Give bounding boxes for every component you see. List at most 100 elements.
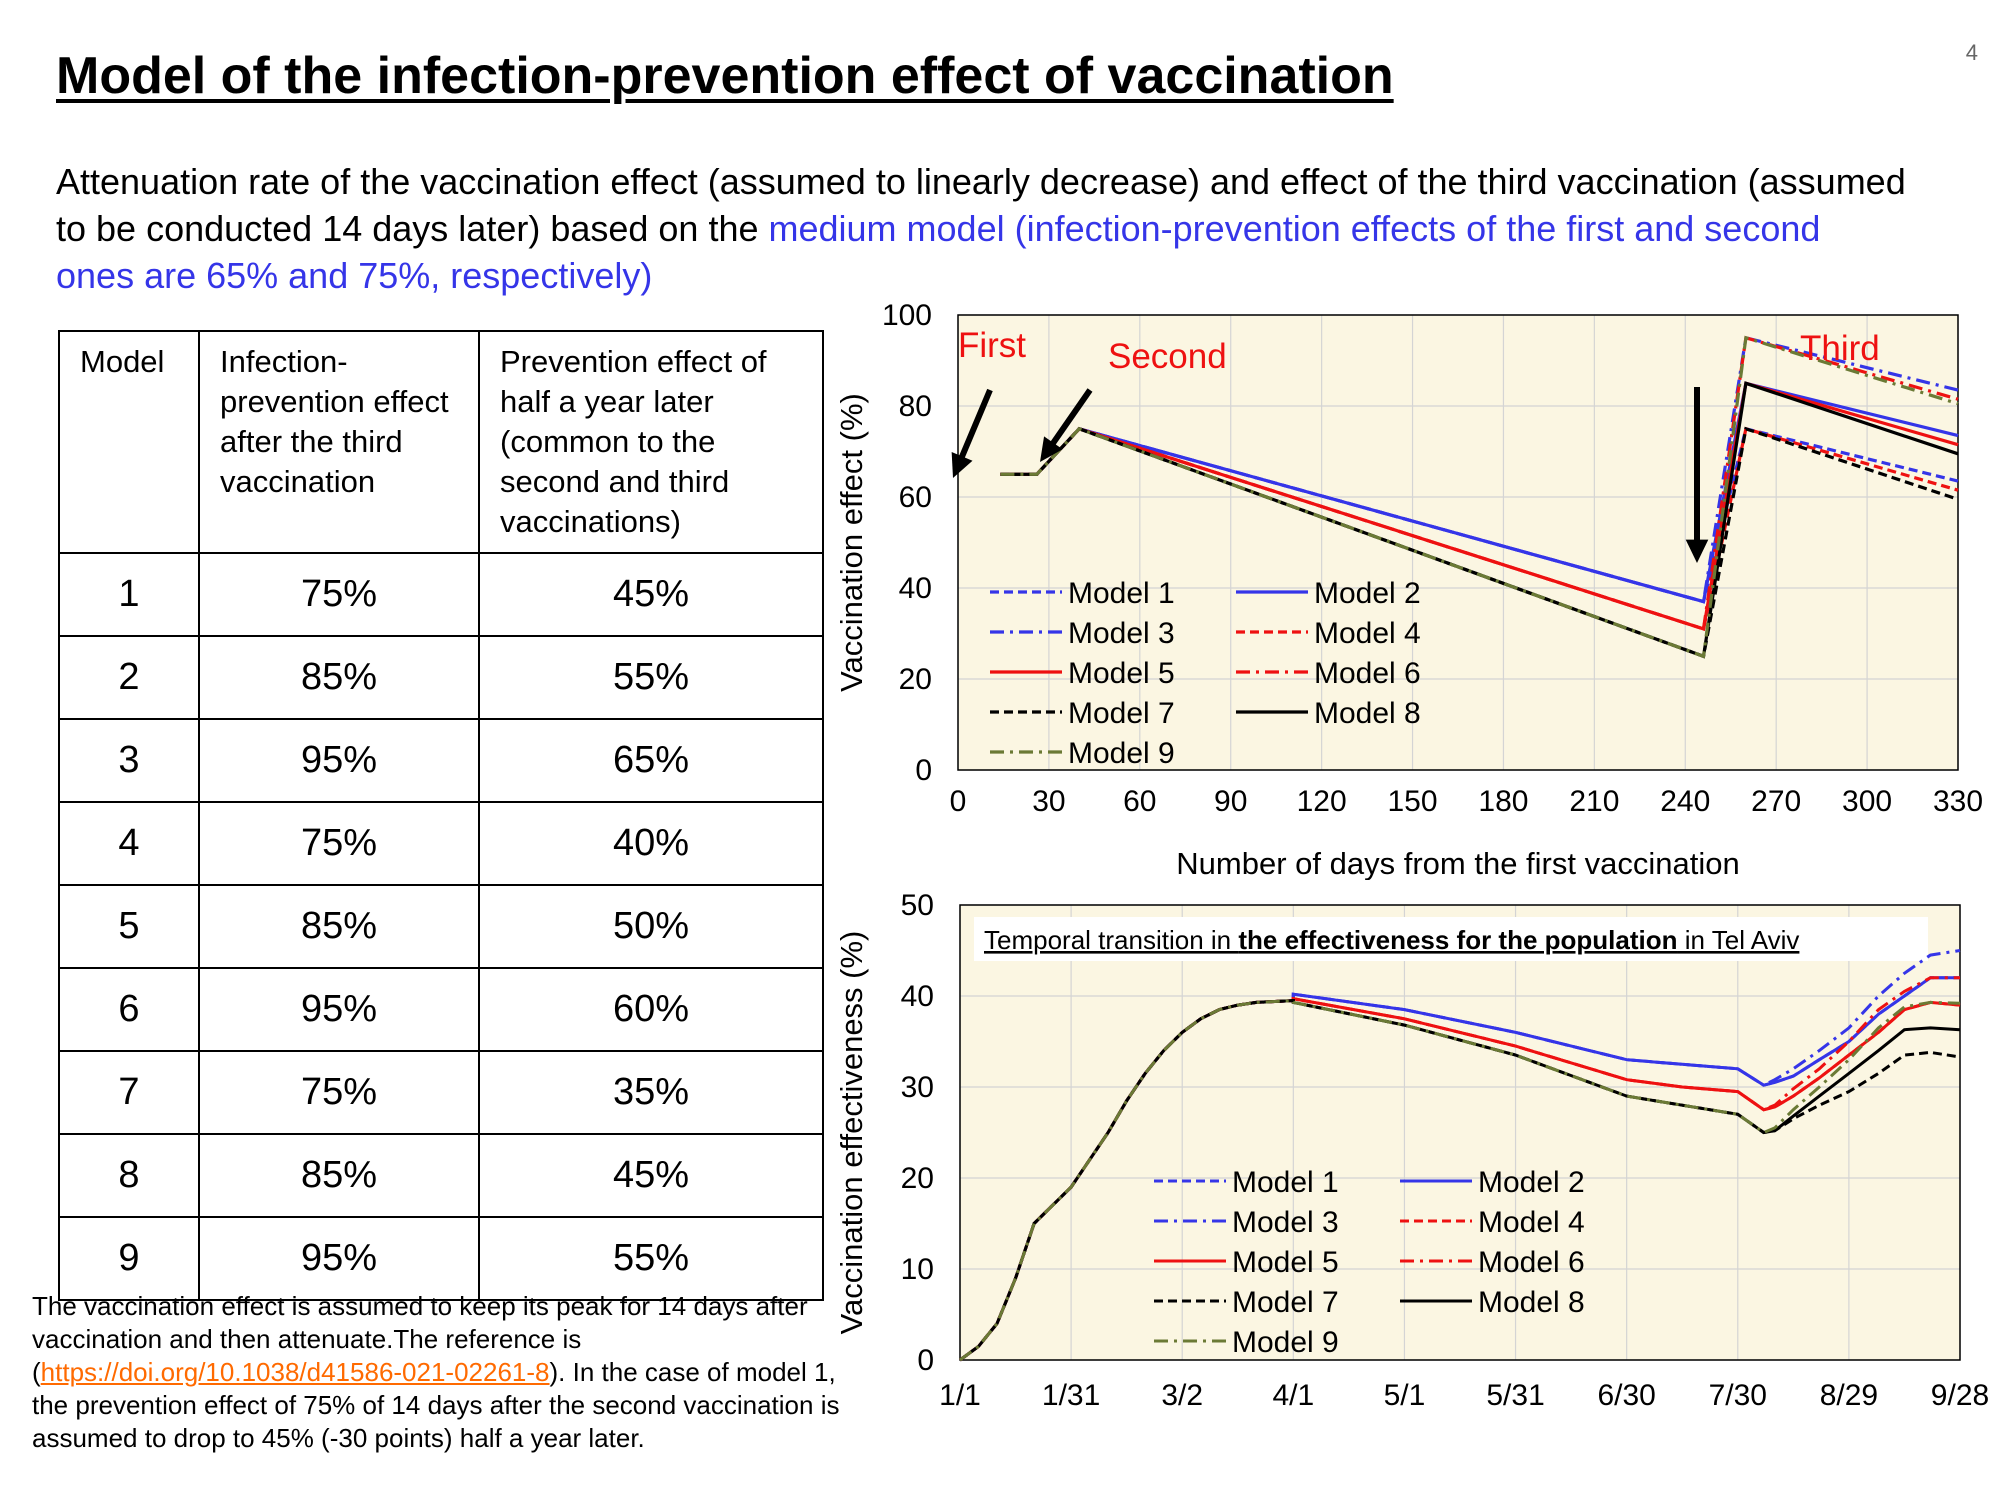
y-tick-label: 50 [901,889,934,922]
table-cell-model: 4 [59,802,199,885]
legend-label: Model 3 [1068,617,1175,650]
table-cell-third-effect: 85% [199,885,479,968]
y-tick-label: 20 [901,1162,934,1195]
x-tick-label: 8/29 [1820,1379,1878,1412]
legend-label: Model 2 [1478,1166,1585,1199]
table-cell-model: 9 [59,1217,199,1300]
y-tick-label: 40 [899,572,932,605]
table-cell-half-year: 50% [479,885,823,968]
legend-label: Model 9 [1068,737,1175,770]
annotation-label: Third [1800,329,1880,368]
legend-label: Model 6 [1478,1246,1585,1279]
table-cell-half-year: 65% [479,719,823,802]
page-title: Model of the infection-prevention effect… [56,46,1394,106]
table-header-half-year: Prevention effect of half a year later (… [479,331,823,553]
table-row: 1 75% 45% [59,553,823,636]
chart-title: Temporal transition in the effectiveness… [974,917,1928,961]
table-cell-half-year: 60% [479,968,823,1051]
table-row: 8 85% 45% [59,1134,823,1217]
legend-label: Model 4 [1478,1206,1585,1239]
vaccination-effect-chart: 0 30 60 90 120 150 180 210 240 270 300 330 0 20 40 60 80… [790,290,1990,880]
x-tick-label: 5/31 [1486,1379,1544,1412]
legend-label: Model 6 [1314,657,1421,690]
x-tick-label: 270 [1751,785,1801,818]
y-tick-label: 30 [901,1071,934,1104]
table-row: 5 85% 50% [59,885,823,968]
x-tick-label: 5/1 [1384,1379,1426,1412]
table-cell-model: 3 [59,719,199,802]
annotation-label: Second [1108,337,1227,376]
subtitle: Attenuation rate of the vaccination effe… [56,158,1906,299]
footnote: The vaccination effect is assumed to kee… [32,1290,852,1455]
x-tick-label: 0 [950,785,967,818]
x-tick-label: 9/28 [1931,1379,1989,1412]
y-axis-label: Vaccination effect (%) [834,393,869,692]
table-header-third-effect: Infection-prevention effect after the th… [199,331,479,553]
y-tick-label: 100 [882,299,932,332]
table-row: 9 95% 55% [59,1217,823,1300]
x-axis-label: Number of days from the first vaccinatio… [1176,846,1739,880]
y-tick-label: 0 [917,1344,934,1377]
annotation-label: First [958,326,1026,365]
chart-title-part: the effectiveness for the population [1238,925,1677,955]
x-tick-label: 6/30 [1597,1379,1655,1412]
y-tick-label: 40 [901,980,934,1013]
table-cell-model: 6 [59,968,199,1051]
table-body: 1 75% 45% 2 85% 55% 3 95% 65% 4 75% 40% 5 85% 50% 6 95% 6… [59,553,823,1300]
table-cell-half-year: 55% [479,636,823,719]
legend-label: Model 3 [1232,1206,1339,1239]
chart-title-part: Temporal transition in [984,925,1238,955]
y-tick-label: 80 [899,390,932,423]
table-row: 2 85% 55% [59,636,823,719]
table-cell-third-effect: 95% [199,968,479,1051]
table-cell-half-year: 55% [479,1217,823,1300]
legend-label: Model 2 [1314,577,1421,610]
table-cell-third-effect: 75% [199,553,479,636]
table-cell-third-effect: 85% [199,1134,479,1217]
table-cell-half-year: 40% [479,802,823,885]
x-tick-label: 7/30 [1709,1379,1767,1412]
table-cell-half-year: 45% [479,1134,823,1217]
y-tick-label: 10 [901,1253,934,1286]
table-cell-model: 2 [59,636,199,719]
table-row: 6 95% 60% [59,968,823,1051]
y-tick-label: 0 [915,754,932,787]
y-axis-label: Vaccination effectiveness (%) [834,931,869,1335]
legend-label: Model 7 [1068,697,1175,730]
table-cell-third-effect: 85% [199,636,479,719]
x-tick-label: 210 [1569,785,1619,818]
population-effectiveness-chart: 1/1 1/31 3/2 4/1 5/1 5/31 6/30 7/30 8/29 9/28 0 10 2… [790,880,1990,1440]
table-cell-half-year: 35% [479,1051,823,1134]
chart-title-part: in Tel Aviv [1678,925,1800,955]
legend-label: Model 9 [1232,1326,1339,1359]
legend-label: Model 5 [1068,657,1175,690]
legend-label: Model 7 [1232,1286,1339,1319]
x-tick-label: 4/1 [1272,1379,1314,1412]
table-cell-model: 8 [59,1134,199,1217]
model-table: Model Infection-prevention effect after … [58,330,824,1301]
table-row: 4 75% 40% [59,802,823,885]
plot-area [960,905,1960,1360]
table-cell-third-effect: 75% [199,1051,479,1134]
chart-title-text: Temporal transition in the effectiveness… [984,925,1799,955]
x-tick-label: 120 [1297,785,1347,818]
table-cell-third-effect: 75% [199,802,479,885]
legend-label: Model 4 [1314,617,1421,650]
reference-link[interactable]: https://doi.org/10.1038/d41586-021-02261… [41,1357,550,1387]
legend-label: Model 1 [1068,577,1175,610]
legend-label: Model 8 [1314,697,1421,730]
x-tick-label: 180 [1478,785,1528,818]
x-tick-label: 3/2 [1161,1379,1203,1412]
legend-label: Model 1 [1232,1166,1339,1199]
x-tick-label: 60 [1123,785,1156,818]
legend-label: Model 8 [1478,1286,1585,1319]
table-header-model: Model [59,331,199,553]
x-tick-label: 300 [1842,785,1892,818]
x-tick-label: 1/1 [939,1379,981,1412]
table-cell-third-effect: 95% [199,1217,479,1300]
y-tick-label: 60 [899,481,932,514]
x-tick-label: 330 [1933,785,1983,818]
table-row: 7 75% 35% [59,1051,823,1134]
table-cell-model: 7 [59,1051,199,1134]
x-tick-label: 90 [1214,785,1247,818]
